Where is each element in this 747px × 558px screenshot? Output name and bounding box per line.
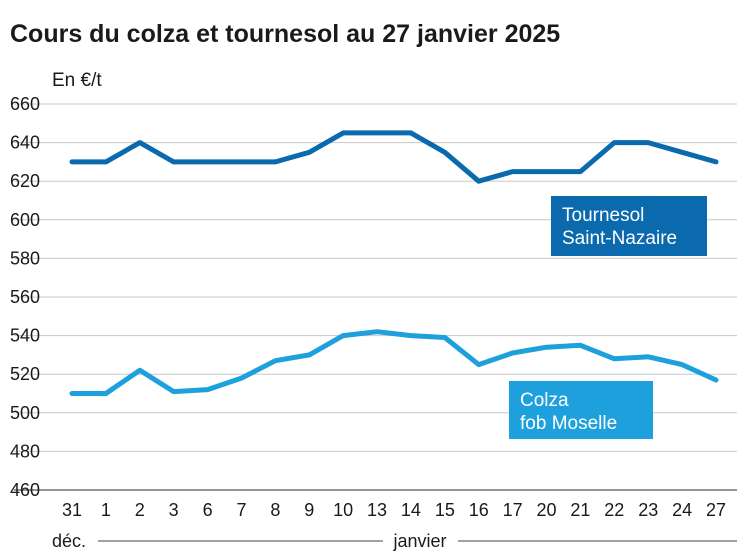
legend-label: Colza [520, 390, 569, 411]
x-tick-label: 3 [169, 500, 179, 520]
period-label-jan: janvier [392, 531, 446, 551]
y-tick-label: 600 [10, 210, 40, 230]
legend-box [551, 196, 707, 256]
x-tick-label: 6 [203, 500, 213, 520]
x-tick-label: 14 [401, 500, 421, 520]
x-tick-label: 20 [537, 500, 557, 520]
y-tick-label: 520 [10, 364, 40, 384]
x-tick-label: 9 [304, 500, 314, 520]
series [69, 130, 719, 396]
x-axis: 31 1 2 3 6 7 8 9 10 13 14 15 16 17 20 21 22 23 24 27 [62, 500, 726, 520]
y-tick-label: 460 [10, 480, 40, 500]
y-tick-label: 560 [10, 287, 40, 307]
legend-label: Tournesol [562, 205, 644, 226]
y-axis-label: En €/t [52, 70, 102, 91]
y-axis: 460 480 500 520 540 560 580 600 620 640 660 [10, 94, 40, 500]
x-tick-label: 24 [672, 500, 692, 520]
y-tick-label: 580 [10, 248, 40, 268]
y-tick-label: 660 [10, 94, 40, 114]
x-tick-label: 23 [638, 500, 658, 520]
chart-title: Cours du colza et tournesol au 27 janvie… [10, 20, 560, 48]
x-tick-label: 22 [604, 500, 624, 520]
period-axis: déc. janvier [52, 531, 737, 551]
x-tick-label: 15 [435, 500, 455, 520]
x-tick-label: 8 [270, 500, 280, 520]
legend-label: fob Moselle [520, 413, 617, 434]
x-tick-label: 17 [503, 500, 523, 520]
x-tick-label: 7 [236, 500, 246, 520]
y-tick-label: 620 [10, 171, 40, 191]
y-tick-label: 640 [10, 133, 40, 153]
y-tick-label: 540 [10, 326, 40, 346]
y-tick-label: 480 [10, 441, 40, 461]
legend-box [509, 381, 653, 439]
x-tick-label: 31 [62, 500, 82, 520]
series-line-colza [69, 329, 719, 396]
period-label-dec: déc. [52, 531, 86, 551]
y-tick-label: 500 [10, 403, 40, 423]
x-tick-label: 10 [333, 500, 353, 520]
x-tick-label: 13 [367, 500, 387, 520]
series-line-tournesol [69, 130, 719, 184]
legend-label: Saint-Nazaire [562, 228, 677, 249]
x-tick-label: 16 [469, 500, 489, 520]
x-tick-label: 27 [706, 500, 726, 520]
x-tick-label: 2 [135, 500, 145, 520]
x-tick-label: 21 [570, 500, 590, 520]
x-tick-label: 1 [101, 500, 111, 520]
